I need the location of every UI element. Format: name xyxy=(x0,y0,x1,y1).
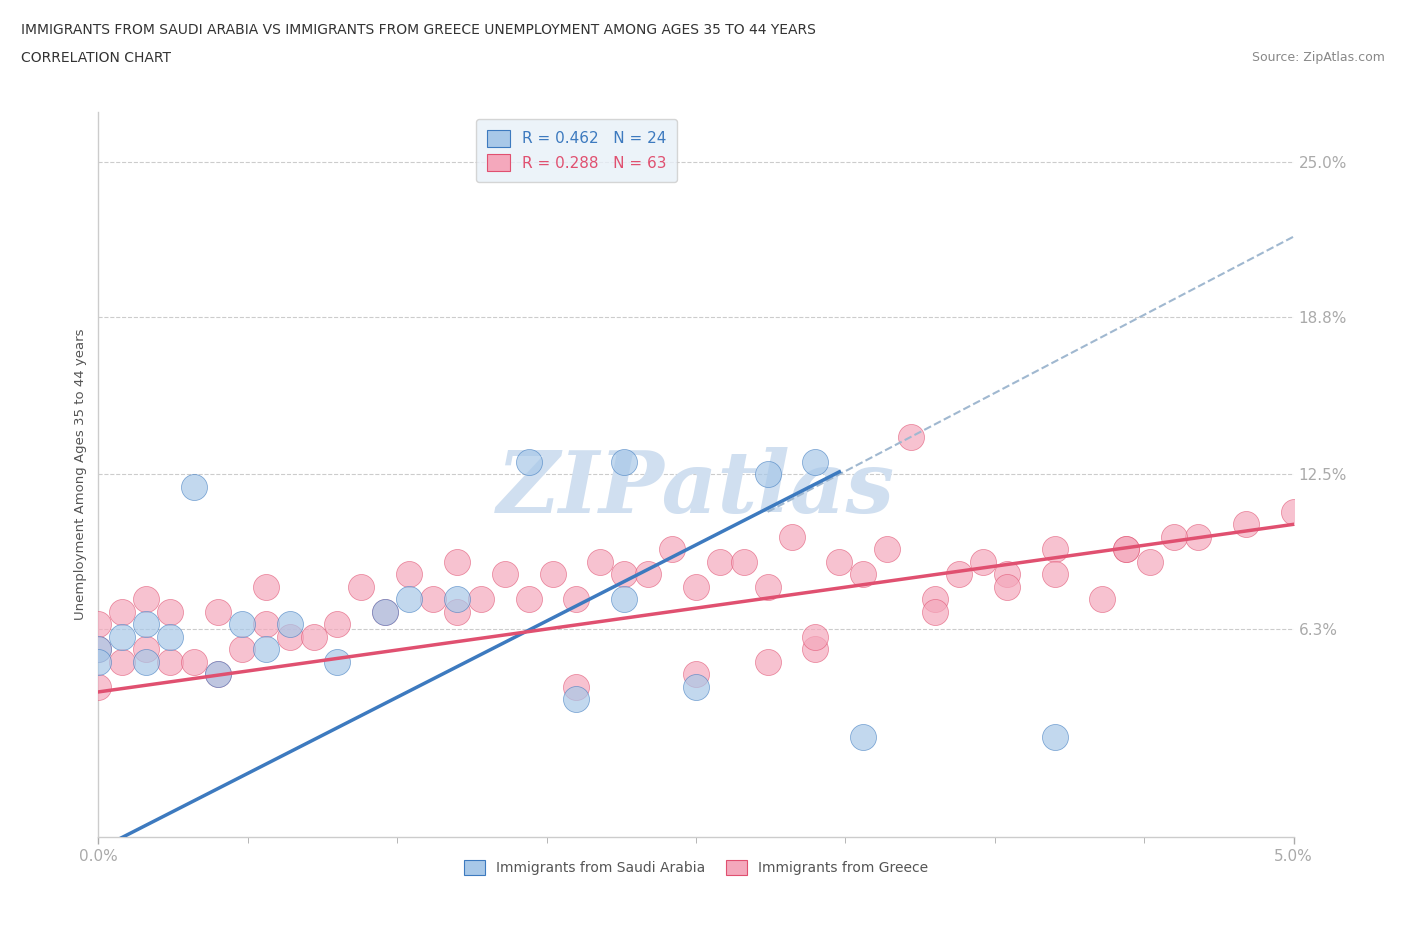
Point xyxy=(709,554,731,569)
Point xyxy=(565,692,588,707)
Text: ZIPatlas: ZIPatlas xyxy=(496,447,896,530)
Point xyxy=(828,554,851,569)
Point xyxy=(159,604,181,619)
Legend: Immigrants from Saudi Arabia, Immigrants from Greece: Immigrants from Saudi Arabia, Immigrants… xyxy=(458,855,934,881)
Point xyxy=(446,591,468,606)
Point xyxy=(1115,542,1137,557)
Point xyxy=(972,554,994,569)
Point xyxy=(1043,542,1066,557)
Point xyxy=(207,667,229,682)
Point xyxy=(1115,542,1137,557)
Point xyxy=(1234,517,1257,532)
Point xyxy=(517,591,540,606)
Point xyxy=(661,542,683,557)
Point xyxy=(565,591,588,606)
Point xyxy=(1139,554,1161,569)
Point xyxy=(1043,729,1066,744)
Text: IMMIGRANTS FROM SAUDI ARABIA VS IMMIGRANTS FROM GREECE UNEMPLOYMENT AMONG AGES 3: IMMIGRANTS FROM SAUDI ARABIA VS IMMIGRAN… xyxy=(21,23,815,37)
Point xyxy=(135,617,157,631)
Point xyxy=(685,579,707,594)
Point xyxy=(111,630,134,644)
Point xyxy=(207,604,229,619)
Point xyxy=(422,591,444,606)
Point xyxy=(278,630,301,644)
Point xyxy=(756,655,779,670)
Point xyxy=(183,479,205,494)
Point xyxy=(87,680,110,695)
Point xyxy=(876,542,898,557)
Point xyxy=(470,591,492,606)
Point xyxy=(852,567,875,582)
Point xyxy=(254,617,277,631)
Point xyxy=(924,604,946,619)
Point xyxy=(494,567,516,582)
Point xyxy=(900,430,922,445)
Point xyxy=(589,554,612,569)
Point xyxy=(780,529,803,544)
Point xyxy=(326,617,349,631)
Point xyxy=(1043,567,1066,582)
Point xyxy=(613,591,636,606)
Point xyxy=(995,567,1018,582)
Point xyxy=(924,591,946,606)
Point xyxy=(804,630,827,644)
Point xyxy=(111,604,134,619)
Point xyxy=(804,642,827,657)
Point xyxy=(135,591,157,606)
Point xyxy=(1282,504,1305,519)
Point xyxy=(254,579,277,594)
Point xyxy=(685,667,707,682)
Point xyxy=(541,567,564,582)
Point xyxy=(517,455,540,470)
Point xyxy=(398,591,420,606)
Point xyxy=(87,642,110,657)
Point xyxy=(852,729,875,744)
Point xyxy=(159,630,181,644)
Point xyxy=(995,579,1018,594)
Point xyxy=(685,680,707,695)
Point xyxy=(398,567,420,582)
Point xyxy=(374,604,396,619)
Point xyxy=(565,680,588,695)
Point xyxy=(326,655,349,670)
Y-axis label: Unemployment Among Ages 35 to 44 years: Unemployment Among Ages 35 to 44 years xyxy=(75,328,87,620)
Text: CORRELATION CHART: CORRELATION CHART xyxy=(21,51,172,65)
Point xyxy=(87,642,110,657)
Point xyxy=(278,617,301,631)
Point xyxy=(183,655,205,670)
Point xyxy=(350,579,373,594)
Point xyxy=(254,642,277,657)
Point xyxy=(613,455,636,470)
Point xyxy=(135,642,157,657)
Point xyxy=(756,579,779,594)
Point xyxy=(446,604,468,619)
Point xyxy=(637,567,659,582)
Point xyxy=(135,655,157,670)
Point xyxy=(756,467,779,482)
Point xyxy=(231,642,253,657)
Point xyxy=(1091,591,1114,606)
Point xyxy=(733,554,755,569)
Point xyxy=(613,567,636,582)
Point xyxy=(87,655,110,670)
Point xyxy=(87,617,110,631)
Point xyxy=(1163,529,1185,544)
Text: Source: ZipAtlas.com: Source: ZipAtlas.com xyxy=(1251,51,1385,64)
Point xyxy=(1187,529,1209,544)
Point xyxy=(207,667,229,682)
Point xyxy=(804,455,827,470)
Point xyxy=(159,655,181,670)
Point xyxy=(446,554,468,569)
Point xyxy=(231,617,253,631)
Point xyxy=(302,630,325,644)
Point xyxy=(111,655,134,670)
Point xyxy=(374,604,396,619)
Point xyxy=(948,567,970,582)
